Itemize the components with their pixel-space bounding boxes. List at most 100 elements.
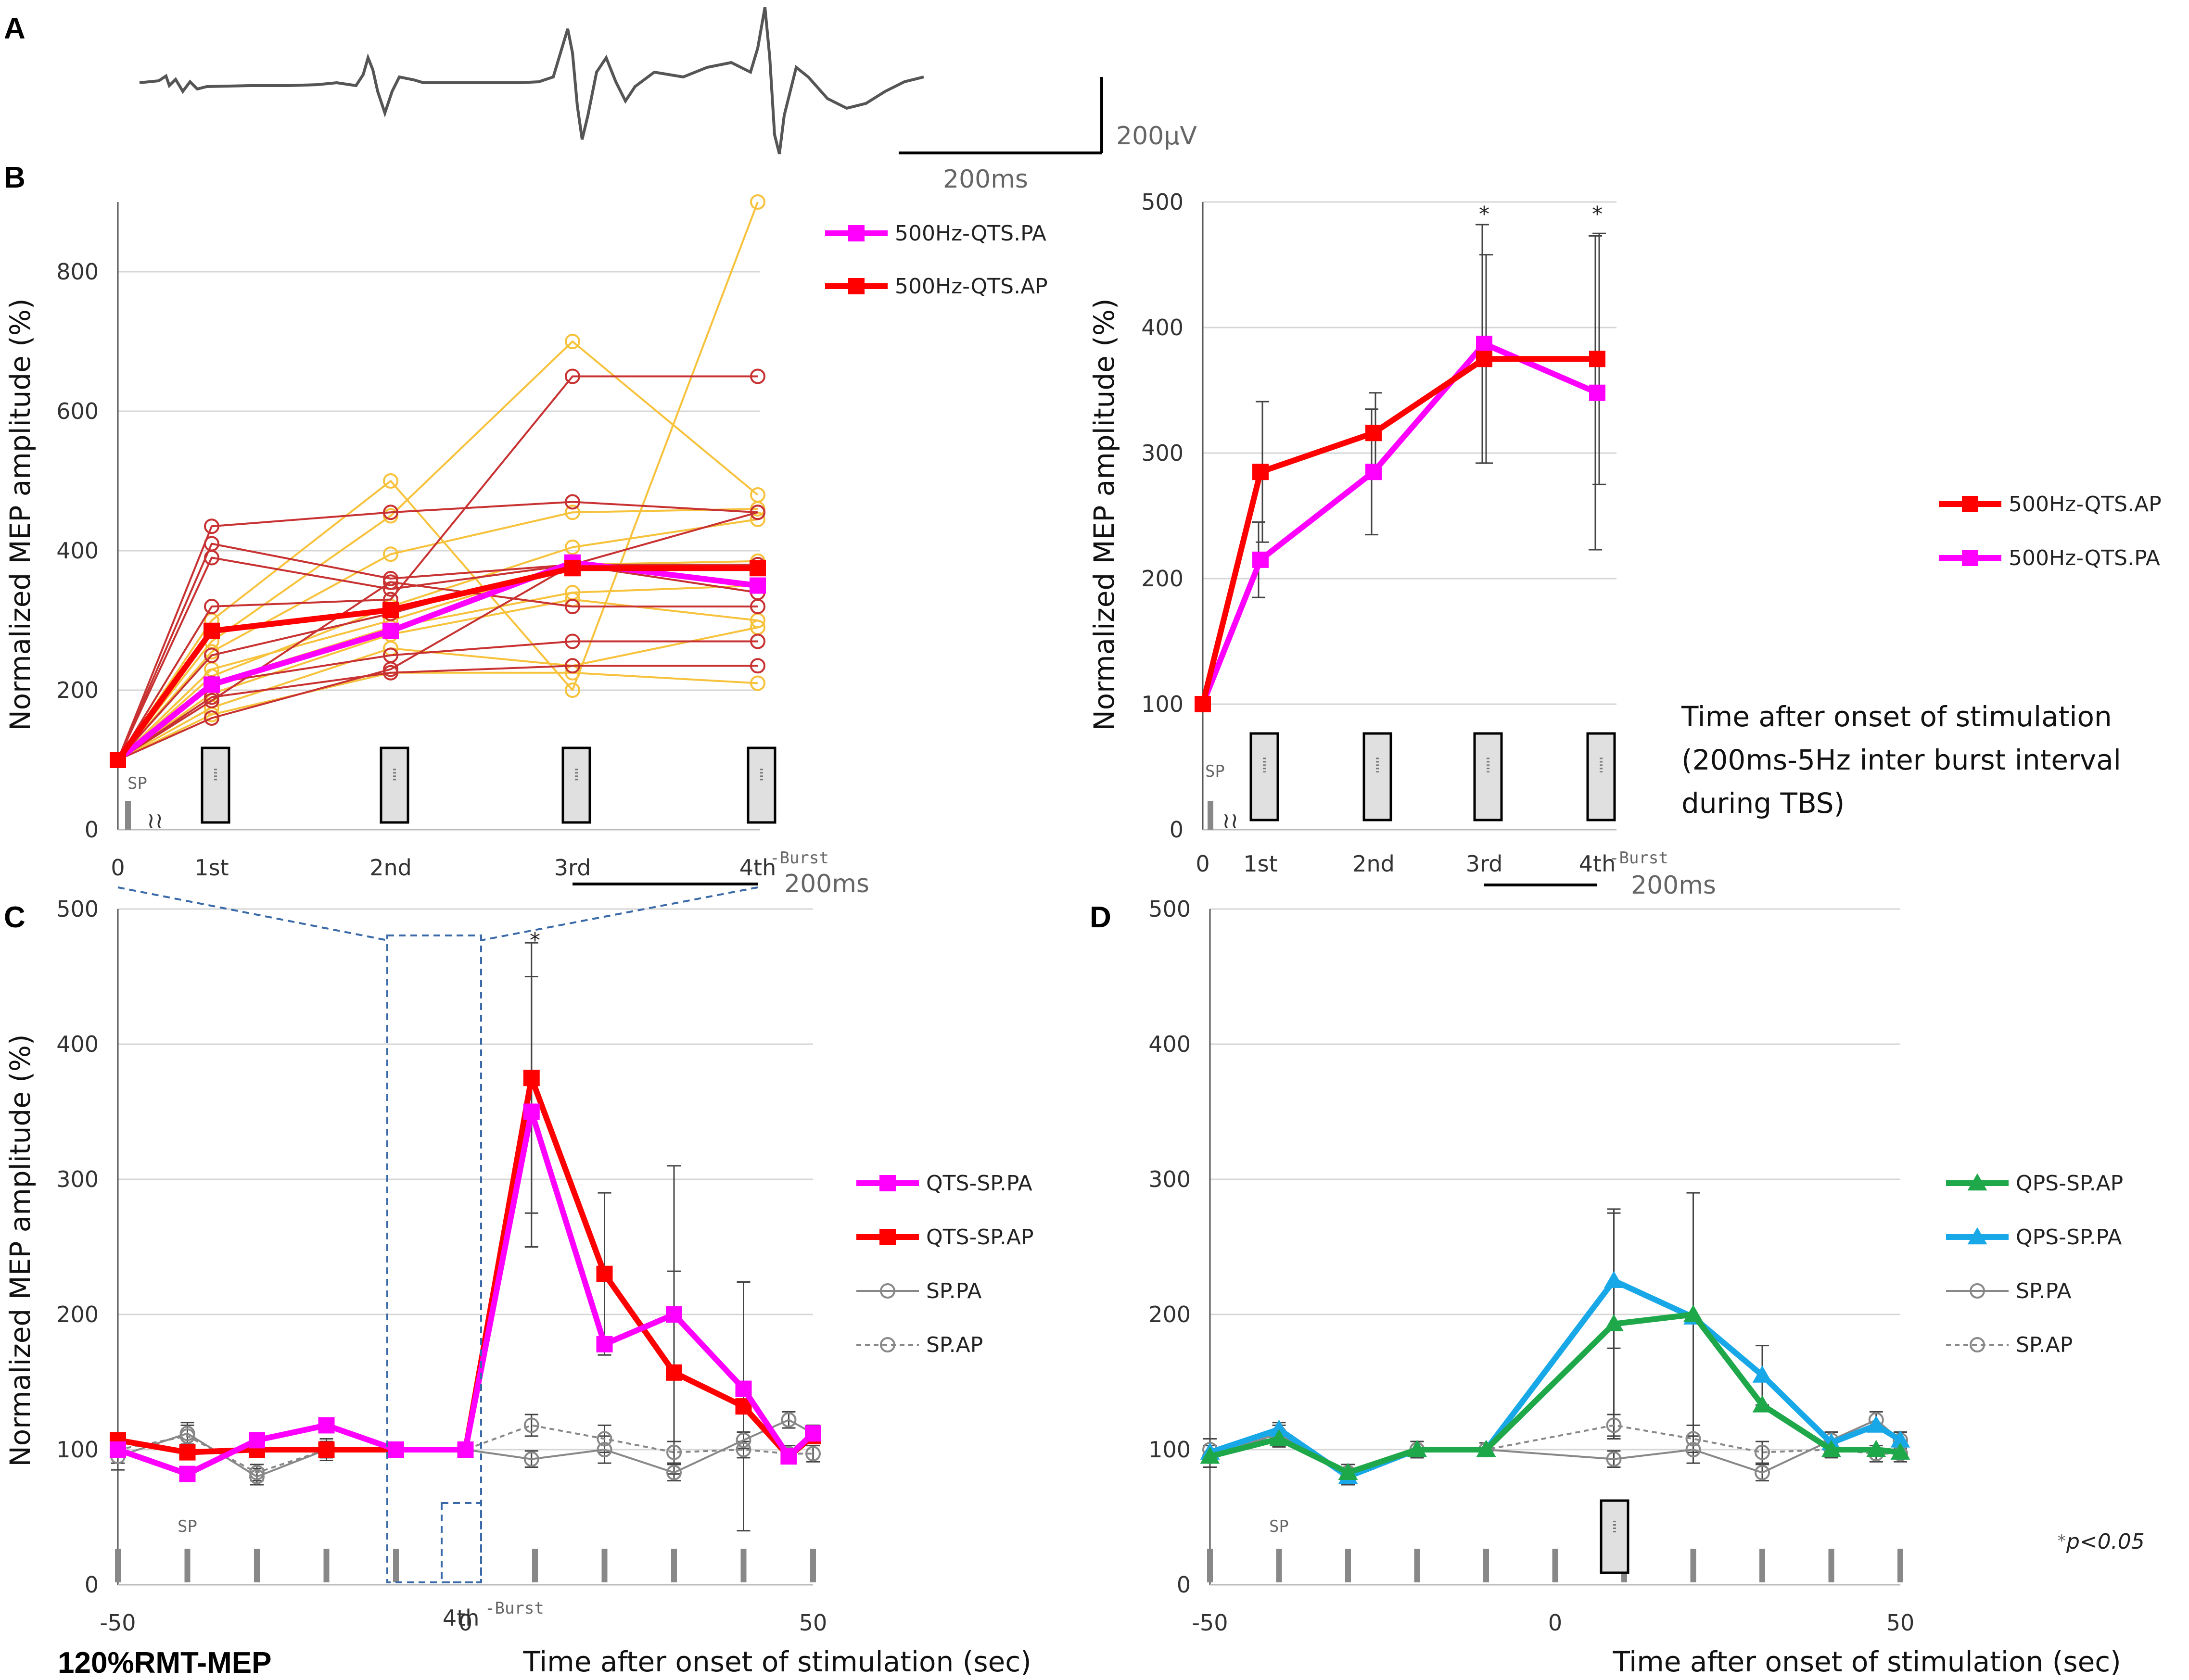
d-pt-0-1 bbox=[1269, 1429, 1289, 1446]
c-sp-tick-50 bbox=[810, 1549, 816, 1582]
d-legend-1-label: QPS-SP.PA bbox=[2016, 1225, 2122, 1250]
c-pt-0-0 bbox=[110, 1441, 126, 1458]
d-sp-tick-30 bbox=[1759, 1549, 1765, 1582]
bl-mean-pt-0-1 bbox=[204, 676, 220, 693]
c-legend-1-label: QTS-SP.AP bbox=[926, 1225, 1034, 1250]
c-xtick--50: -50 bbox=[100, 1610, 136, 1636]
c-pt-0-9 bbox=[735, 1380, 752, 1397]
c-xlabel: Time after onset of stimulation (sec) bbox=[523, 1645, 1031, 1678]
br-xtick-1: 1st bbox=[1243, 851, 1277, 877]
br-ytick-400: 400 bbox=[1141, 315, 1184, 341]
d-sp-tick--40 bbox=[1276, 1549, 1282, 1582]
c-sp-label: SP bbox=[178, 1517, 197, 1536]
d-ytick-400: 400 bbox=[1148, 1031, 1191, 1057]
d-legend-3-label: SP.AP bbox=[2016, 1333, 2073, 1357]
panel-a-trace: 200µV 200ms bbox=[139, 7, 1197, 194]
bl-mean-pt-0-4 bbox=[750, 577, 766, 594]
br-burst-box-4 bbox=[1586, 732, 1616, 821]
bl-legend-pa-label: 500Hz-QTS.PA bbox=[895, 221, 1046, 246]
d-legend-2-marker bbox=[1970, 1283, 1985, 1299]
c-ytick-300: 300 bbox=[56, 1166, 99, 1192]
br-axis-break: ≀≀ bbox=[1222, 808, 1239, 834]
bl-indiv-pa-pt-1-3 bbox=[565, 334, 580, 349]
br-legend-pa-marker bbox=[1962, 550, 1978, 566]
c-legend-1-marker bbox=[879, 1229, 896, 1245]
c-pt-2-10 bbox=[781, 1412, 797, 1428]
d-pt-0-8 bbox=[1821, 1440, 1841, 1457]
c-ytick-100: 100 bbox=[56, 1437, 99, 1463]
br-sp-tick bbox=[1208, 801, 1213, 830]
c-sp-tick--40 bbox=[184, 1549, 191, 1582]
d-legend-1-marker bbox=[1967, 1227, 1987, 1245]
br-xlabel-line-2: during TBS) bbox=[1681, 787, 1845, 820]
d-pt-3-7 bbox=[1755, 1444, 1770, 1460]
bl-indiv-ap-pt-4-1 bbox=[204, 647, 219, 663]
c-pt-2-8 bbox=[666, 1465, 682, 1480]
d-pt-0-7 bbox=[1752, 1395, 1772, 1413]
c-pt-0-5 bbox=[457, 1441, 474, 1458]
bl-indiv-ap-pt-5-3 bbox=[565, 633, 580, 649]
bl-indiv-ap-pt-2-1 bbox=[204, 550, 219, 566]
bl-ytick-200: 200 bbox=[56, 677, 99, 703]
bl-burst-box-1 bbox=[201, 746, 230, 824]
c-line-1 bbox=[117, 1075, 815, 1460]
c-ytick-200: 200 bbox=[56, 1301, 99, 1327]
d-sp-tick-40 bbox=[1828, 1549, 1834, 1582]
br-pt-0-4 bbox=[1589, 351, 1605, 367]
br-xlabel-line-1: (200ms-5Hz inter burst interval bbox=[1681, 744, 2121, 776]
bl-mean-pt-1-4 bbox=[750, 560, 766, 577]
c-pt-0-8 bbox=[666, 1306, 682, 1323]
panel-letter-c: C bbox=[4, 901, 25, 934]
c-pt-1-8 bbox=[666, 1364, 682, 1381]
br-xtick-0: 0 bbox=[1196, 851, 1209, 877]
br-ytick-0: 0 bbox=[1170, 817, 1184, 843]
bl-indiv-pa-pt-0-4 bbox=[750, 194, 765, 210]
bl-indiv-ap-pt-6-3 bbox=[565, 658, 580, 674]
bl-indiv-ap-pt-7-2 bbox=[383, 574, 398, 590]
d-legend-0-marker bbox=[1967, 1173, 1987, 1191]
bl-xtick-2: 2nd bbox=[369, 855, 412, 881]
bl-legend-ap-label: 500Hz-QTS.AP bbox=[895, 274, 1048, 299]
d-sp-tick--10 bbox=[1483, 1549, 1489, 1582]
bl-burst-suffix: -Burst bbox=[770, 848, 829, 868]
bl-ytick-600: 600 bbox=[56, 398, 99, 424]
c-zoom-box-inner bbox=[441, 1502, 482, 1583]
c-pt-0-3 bbox=[318, 1417, 335, 1434]
d-pt-2-7 bbox=[1755, 1465, 1770, 1480]
d-pt-0-3 bbox=[1407, 1440, 1427, 1457]
br-pt-1-2 bbox=[1365, 464, 1382, 480]
c-pt-3-11 bbox=[805, 1446, 821, 1462]
d-pt-3-5 bbox=[1606, 1417, 1622, 1433]
bl-indiv-ap-line-3 bbox=[117, 375, 758, 761]
bl-mean-pt-1-3 bbox=[564, 560, 581, 577]
d-legend-3-marker bbox=[1970, 1337, 1985, 1352]
c-pt-2-9 bbox=[736, 1432, 751, 1448]
d-xtick-0: 0 bbox=[1548, 1610, 1562, 1636]
bl-indiv-pa-pt-2-2 bbox=[383, 546, 398, 562]
c-pt-0-4 bbox=[388, 1441, 404, 1458]
d-pt-1-7 bbox=[1752, 1365, 1772, 1383]
d-pt-2-5 bbox=[1606, 1451, 1622, 1467]
bl-burst-box-3 bbox=[561, 746, 591, 824]
bl-indiv-ap-pt-8-1 bbox=[204, 710, 219, 726]
br-xtick-4: 4th bbox=[1579, 851, 1616, 877]
c-pt-0-6 bbox=[523, 1103, 540, 1120]
zoom-line-right bbox=[481, 886, 758, 941]
d-ytick-300: 300 bbox=[1148, 1166, 1191, 1192]
c-burst-label: 4th bbox=[443, 1605, 479, 1631]
d-pt-0-0 bbox=[1200, 1446, 1220, 1464]
zoom-line-left bbox=[117, 886, 388, 941]
d-pt-1-1 bbox=[1269, 1419, 1289, 1437]
bl-indiv-pa-pt-0-3 bbox=[565, 682, 580, 698]
bl-indiv-ap-pt-5-4 bbox=[750, 633, 765, 649]
bl-burst-box-4 bbox=[747, 746, 776, 824]
c-legend-0-label: QTS-SP.PA bbox=[926, 1171, 1032, 1196]
c-ytick-400: 400 bbox=[56, 1031, 99, 1057]
bl-axis-break: ≀≀ bbox=[147, 808, 164, 834]
d-pnote: p<0.05 bbox=[2066, 1529, 2145, 1554]
bl-xtick-3: 3rd bbox=[554, 855, 591, 881]
bl-ytick-0: 0 bbox=[85, 817, 99, 843]
c-pt-1-1 bbox=[179, 1444, 196, 1461]
amplitude-scale-label: 200µV bbox=[1116, 122, 1197, 151]
